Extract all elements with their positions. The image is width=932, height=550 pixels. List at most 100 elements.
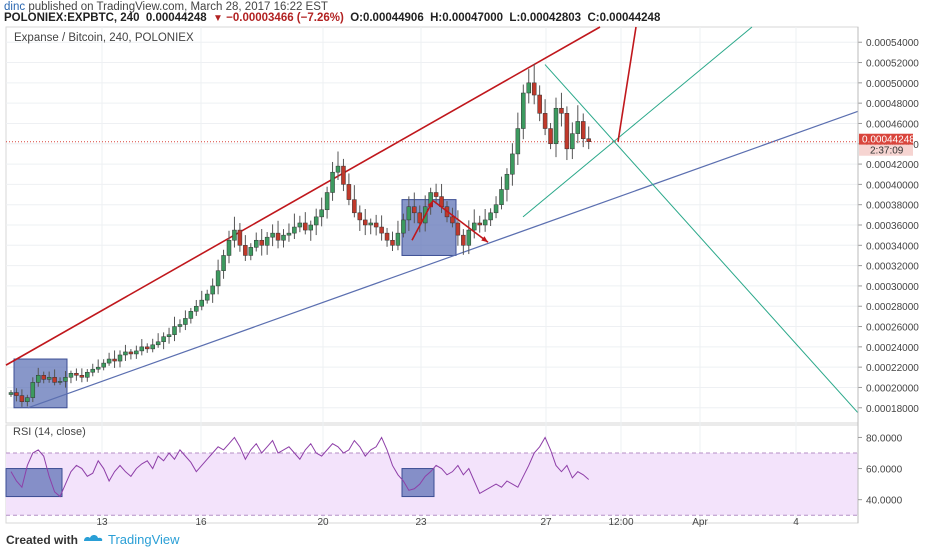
low-value: 0.00042803 [520, 12, 582, 24]
x-tick-label: Apr [692, 517, 708, 528]
countdown-tag [859, 144, 913, 156]
candle-body [586, 138, 591, 142]
last-price-tag [859, 133, 913, 145]
y-tick-label: 0.00024000 [866, 343, 919, 354]
rsi-band [6, 452, 858, 516]
x-tick-label: 12:00 [608, 517, 633, 528]
candle-body [194, 305, 199, 312]
candle-body [117, 354, 123, 362]
candle-body [30, 382, 36, 398]
candle-body [319, 209, 324, 218]
candle-body [455, 222, 461, 236]
candle-body [95, 366, 101, 370]
candle-body [581, 121, 586, 139]
candle-body [145, 346, 150, 350]
candle-body [461, 234, 466, 246]
candle-body [379, 226, 384, 234]
candle-body [526, 82, 531, 94]
candle-body [232, 229, 237, 241]
x-tick-label: 16 [195, 517, 207, 528]
y-tick-label: 0.00028000 [866, 302, 919, 313]
tradingview-link[interactable]: TradingView [108, 532, 180, 547]
candle-body [537, 94, 542, 114]
candle-body [510, 153, 515, 175]
candle-body [466, 229, 472, 246]
y-tick-label: 0.00040000 [866, 180, 919, 191]
candle-body [515, 128, 521, 155]
candle-body [90, 368, 95, 373]
candle-body [177, 324, 183, 327]
candle-body [183, 318, 188, 325]
y-tick-label: 0.00048000 [866, 99, 919, 110]
candle-body [542, 113, 548, 129]
candle-body [68, 372, 74, 378]
x-tick-label: 27 [540, 517, 552, 528]
candle-body [488, 212, 493, 221]
drawings [5, 26, 859, 498]
candle-body [41, 375, 46, 380]
candle-body [270, 232, 275, 238]
candle-body [433, 192, 439, 197]
y-tick-label: 0.00038000 [866, 201, 919, 212]
candle-body [172, 326, 177, 335]
candle-body [499, 189, 504, 205]
candle-body [450, 216, 455, 224]
price-axis[interactable]: 0.00054000 0.00052000 0.00050000 0.00048000… [857, 27, 919, 523]
down-arrow-icon: ▼ [213, 13, 223, 24]
candle-body [417, 212, 422, 224]
candle-body [134, 350, 139, 355]
candle-body [357, 212, 363, 221]
candle-body [341, 165, 346, 185]
candle-body [8, 392, 14, 395]
candle-body [57, 381, 63, 383]
candle-body [243, 245, 248, 256]
candle-body [101, 362, 106, 368]
candle-body [166, 334, 172, 337]
candle-body [395, 232, 401, 246]
chart-title: Expanse / Bitcoin, 240, POLONIEX [14, 32, 194, 44]
fan-line [544, 64, 859, 414]
candle-body [74, 372, 79, 376]
rsi-title: RSI (14, close) [13, 426, 86, 438]
candle-body [401, 219, 406, 234]
candle-body [564, 113, 570, 150]
time-axis[interactable]: 13 16 20 23 27 12:00 Apr 4 [96, 517, 799, 528]
author-link[interactable]: dinc [4, 1, 26, 13]
candle-body [335, 165, 341, 173]
candle-body [493, 204, 499, 214]
candle-body [373, 222, 379, 228]
candle-body [106, 358, 112, 364]
fan-line [522, 26, 753, 218]
candle-body [215, 270, 221, 287]
candle-body [346, 184, 352, 200]
candle-body [52, 377, 57, 383]
x-tick-label: 13 [96, 517, 108, 528]
high-label: H: [430, 12, 443, 24]
candle-body [575, 121, 581, 134]
candle-body [477, 222, 482, 226]
candle-body [128, 351, 134, 355]
y-tick-label: 0.00020000 [866, 383, 919, 394]
candle-body [275, 232, 281, 241]
symbol-label: POLONIEX:EXPBTC, 240 [4, 12, 140, 24]
candle-body [14, 392, 19, 396]
chart-canvas[interactable]: 0.00054000 0.00052000 0.00050000 0.00048000… [0, 0, 932, 528]
rsi-tick-label: 60.0000 [866, 465, 903, 476]
rsi-box-annotation [5, 468, 63, 498]
x-tick-label: 4 [793, 517, 799, 528]
y-tick-label: 0.00046000 [866, 119, 919, 130]
open-value: 0.00044906 [362, 12, 424, 24]
candle-body [19, 395, 25, 402]
candle-body [155, 341, 161, 346]
candle-body [390, 239, 395, 246]
candle-body [161, 336, 166, 343]
candle-body [330, 171, 335, 193]
y-tick-label: 0.00034000 [866, 241, 919, 252]
symbol-line: POLONIEX:EXPBTC, 240 0.00044248 ▼ −0.000… [4, 12, 660, 25]
x-tick-label: 23 [415, 517, 427, 528]
candle-body [308, 224, 313, 231]
candle-body [292, 226, 297, 234]
candle-body [559, 107, 564, 114]
chart-header: dinc published on TradingView.com, March… [0, 0, 932, 24]
candle-body [313, 216, 319, 226]
